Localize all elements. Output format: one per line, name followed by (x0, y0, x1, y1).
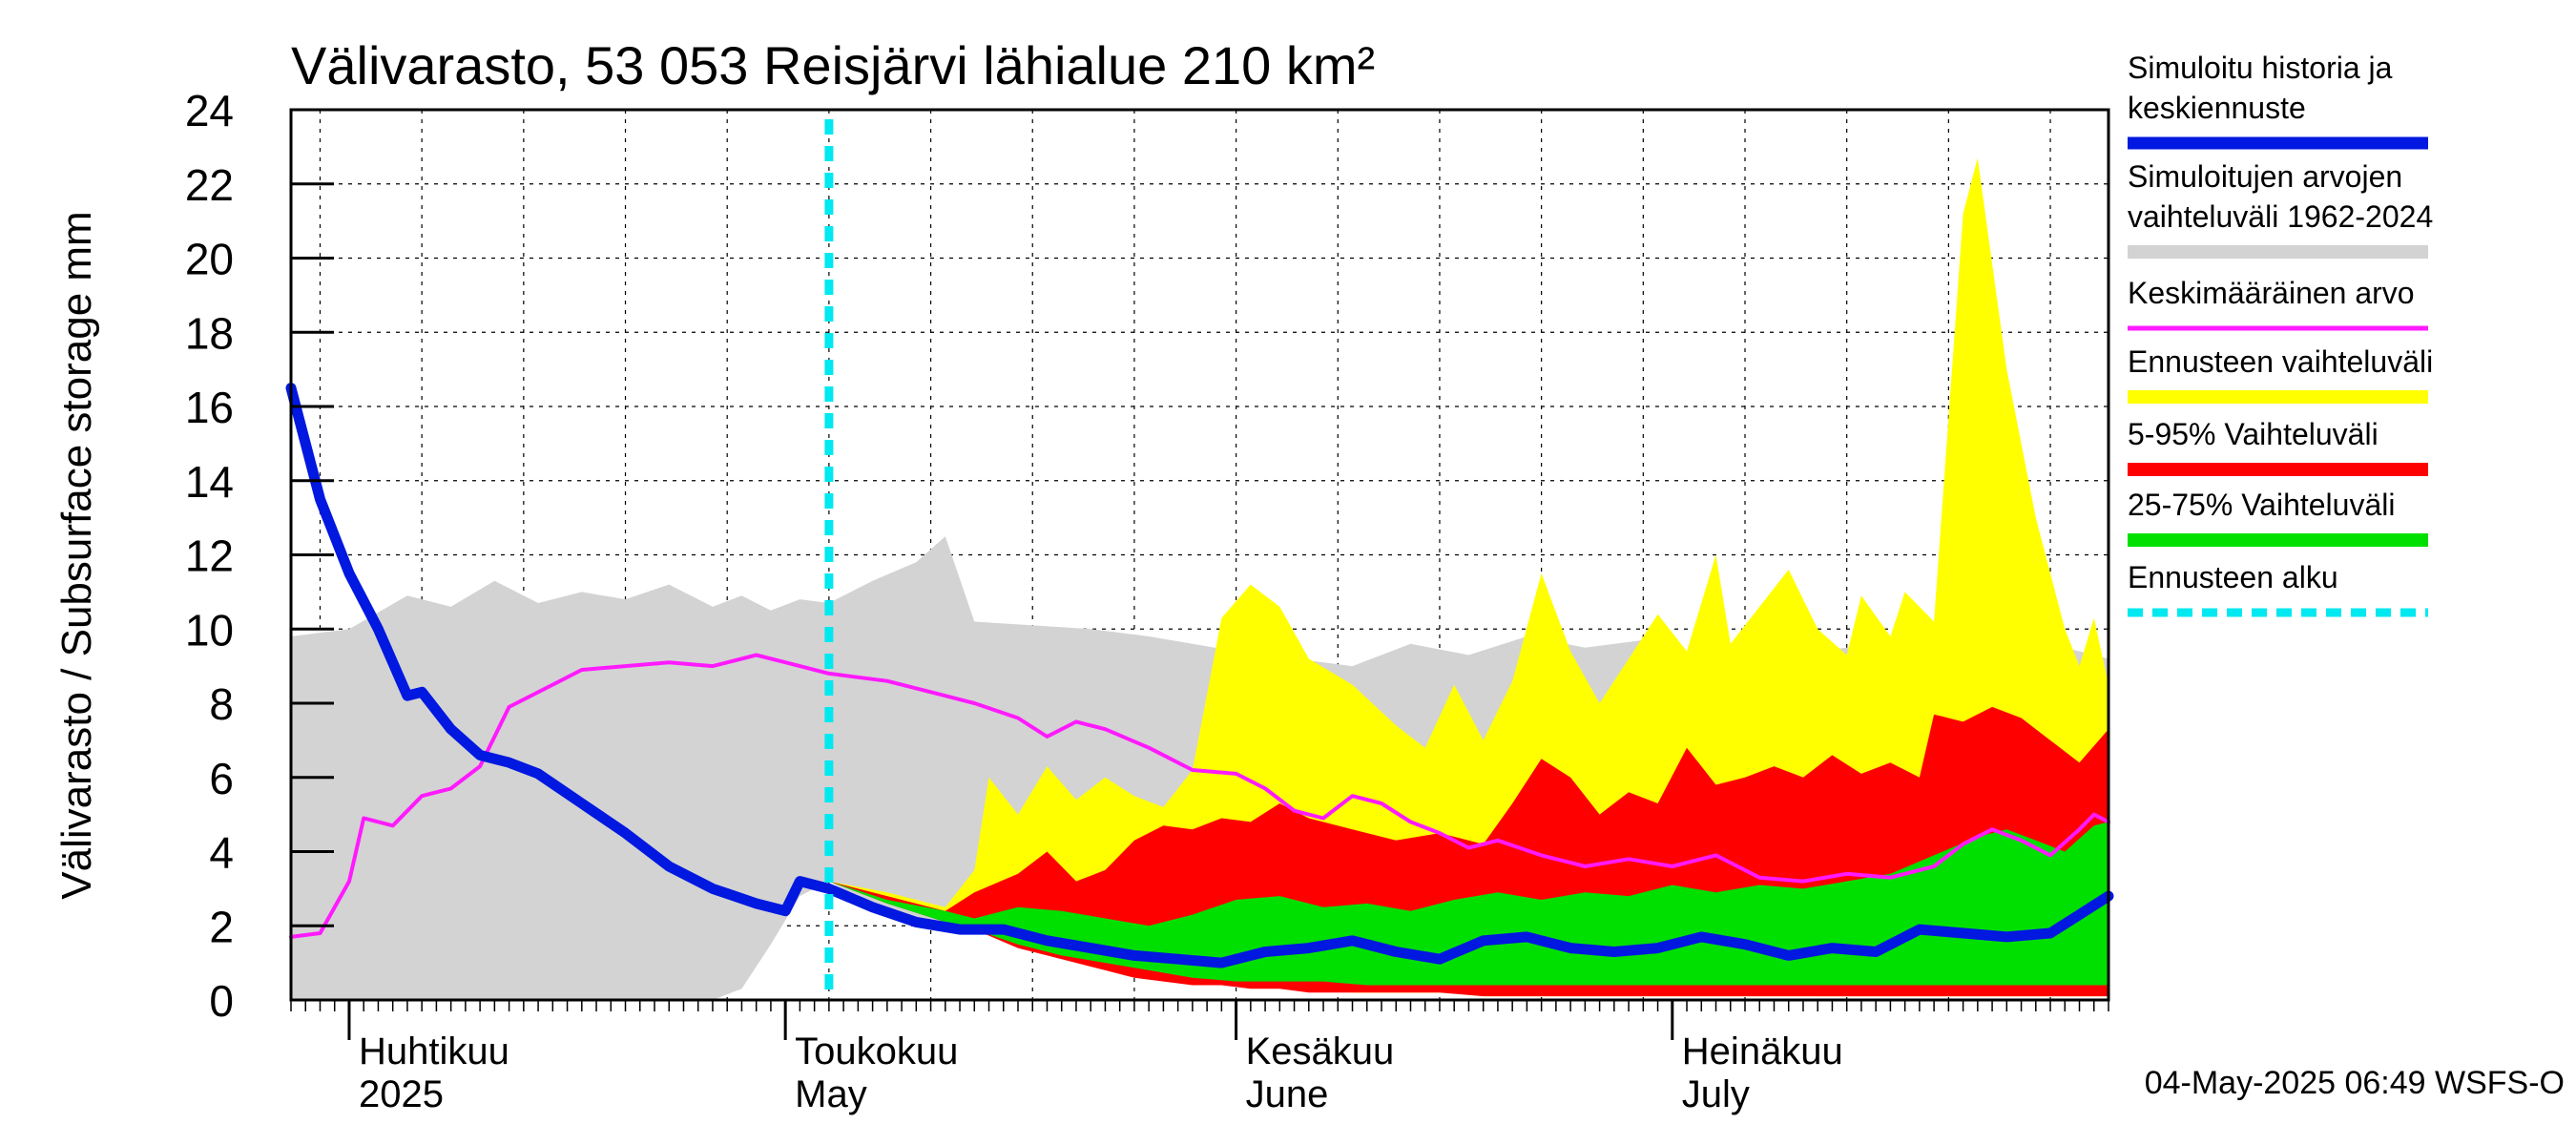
y-tick-label: 4 (209, 828, 234, 878)
timestamp: 04-May-2025 06:49 WSFS-O (2145, 1065, 2565, 1101)
legend-item: 25-75% Vaihteluväli (2128, 488, 2428, 547)
x-month-sublabel: July (1682, 1073, 1750, 1115)
y-tick-label: 6 (209, 754, 234, 803)
legend-label: Ennusteen alku (2128, 560, 2338, 594)
line-simuloitu-historia-ja-keskiennuste (285, 383, 2114, 968)
lines (285, 119, 2114, 1000)
legend-item: Simuloitu historia ja keskiennuste (2128, 51, 2428, 150)
x-month-sublabel: May (795, 1073, 867, 1115)
x-month-label: Heinäkuu (1682, 1030, 1843, 1072)
line-keskim-r-inen-arvo (289, 653, 2110, 939)
x-month-label: Kesäkuu (1246, 1030, 1395, 1072)
legend-item: Simuloitujen arvojen vaihteluväli 1962-20… (2128, 159, 2433, 259)
y-tick-label: 22 (185, 160, 234, 210)
x-month-sublabel: June (1246, 1073, 1329, 1115)
legend-label: Simuloitu historia ja (2128, 51, 2393, 85)
y-tick-label: 24 (185, 86, 234, 135)
legend-label: Keskimääräinen arvo (2128, 276, 2415, 310)
y-tick-label: 0 (209, 976, 234, 1026)
y-tick-label: 10 (185, 605, 234, 655)
y-tick-label: 2 (209, 902, 234, 951)
y-tick-label: 16 (185, 383, 234, 432)
x-month-label: Toukokuu (795, 1030, 958, 1072)
legend-item: 5-95% Vaihteluväli (2128, 417, 2428, 476)
chart-title: Välivarasto, 53 053 Reisjärvi lähialue 2… (291, 35, 1375, 95)
legend-label: Simuloitujen arvojen (2128, 159, 2402, 194)
legend-item: Ennusteen alku (2128, 560, 2428, 617)
legend-item: Keskimääräinen arvo (2128, 276, 2428, 331)
legend-label: keskiennuste (2128, 91, 2306, 125)
y-tick-label: 18 (185, 308, 234, 358)
x-month-sublabel: 2025 (359, 1073, 444, 1115)
x-month-label: Huhtikuu (359, 1030, 509, 1072)
legend-label: 25-75% Vaihteluväli (2128, 488, 2395, 522)
y-tick-label: 14 (185, 457, 234, 507)
band-25-75-vaihteluv-li (828, 822, 2109, 986)
legend-label: 5-95% Vaihteluväli (2128, 417, 2379, 451)
y-tick-label: 12 (185, 531, 234, 581)
y-axis-label: Välivarasto / Subsurface storage mm (53, 211, 100, 899)
legend: Simuloitu historia jakeskiennusteSimuloi… (2128, 51, 2433, 617)
y-tick-label: 8 (209, 679, 234, 729)
legend-label: vaihteluväli 1962-2024 (2128, 199, 2433, 234)
bands (291, 157, 2109, 1000)
legend-label: Ennusteen vaihteluväli (2128, 344, 2433, 379)
y-tick-label: 20 (185, 235, 234, 284)
legend-item: Ennusteen vaihteluväli (2128, 344, 2433, 404)
